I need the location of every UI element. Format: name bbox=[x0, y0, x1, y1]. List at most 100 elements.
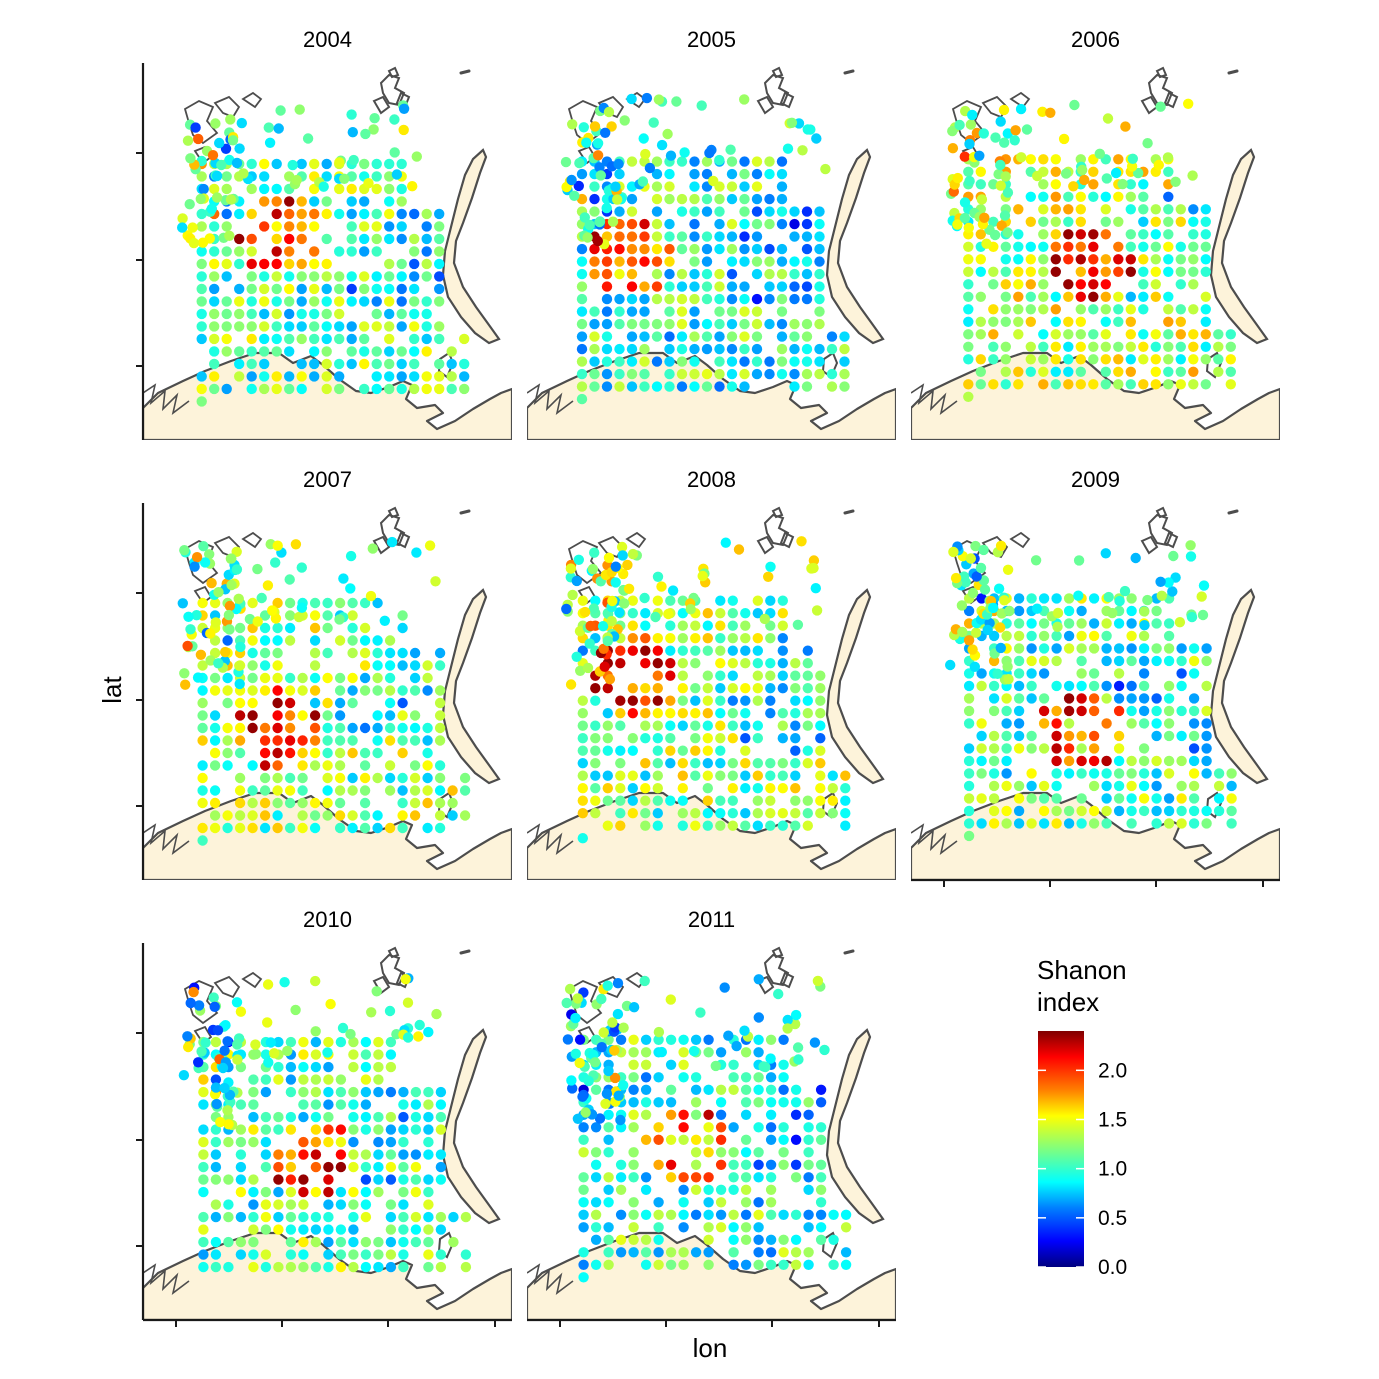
station-point bbox=[334, 747, 346, 759]
station-point bbox=[373, 1036, 384, 1048]
station-point bbox=[753, 1172, 764, 1183]
station-point bbox=[1213, 805, 1225, 817]
station-point bbox=[703, 1109, 714, 1120]
station-point bbox=[589, 181, 600, 192]
station-point bbox=[196, 258, 207, 270]
station-point bbox=[179, 668, 190, 679]
station-point bbox=[752, 683, 763, 694]
station-point bbox=[1113, 743, 1125, 754]
station-point bbox=[602, 795, 613, 806]
station-point bbox=[948, 546, 959, 558]
station-point bbox=[589, 381, 600, 392]
station-point bbox=[396, 308, 407, 320]
station-point bbox=[1051, 680, 1062, 692]
station-point bbox=[284, 271, 295, 282]
station-point bbox=[627, 695, 638, 706]
station-point bbox=[740, 720, 751, 731]
station-point bbox=[1163, 329, 1174, 340]
station-point bbox=[1113, 793, 1125, 804]
station-point bbox=[1058, 133, 1070, 145]
station-point bbox=[665, 670, 676, 681]
station-point bbox=[640, 795, 651, 806]
station-point bbox=[210, 1124, 222, 1135]
station-point bbox=[988, 780, 1000, 792]
station-point bbox=[789, 356, 800, 367]
station-point bbox=[1075, 154, 1086, 165]
station-point bbox=[231, 564, 243, 575]
station-point bbox=[460, 1211, 472, 1223]
station-point bbox=[385, 1249, 397, 1260]
station-point bbox=[602, 733, 613, 744]
station-point bbox=[434, 271, 445, 282]
station-point bbox=[801, 231, 813, 242]
station-point bbox=[177, 222, 188, 233]
station-point bbox=[590, 808, 601, 819]
station-point bbox=[1026, 818, 1037, 829]
station-point bbox=[1125, 379, 1136, 390]
station-point bbox=[248, 1111, 259, 1123]
station-point bbox=[626, 356, 638, 367]
station-point bbox=[975, 291, 986, 302]
station-point bbox=[309, 308, 320, 320]
station-point bbox=[615, 1159, 627, 1170]
station-point bbox=[413, 1031, 424, 1042]
station-point bbox=[1031, 603, 1043, 614]
station-point bbox=[615, 1034, 627, 1045]
station-point bbox=[975, 379, 986, 390]
station-point bbox=[421, 346, 432, 357]
station-point bbox=[196, 371, 207, 382]
station-point bbox=[627, 745, 638, 756]
station-point bbox=[209, 296, 220, 307]
station-point bbox=[576, 293, 588, 305]
station-point bbox=[273, 1124, 284, 1135]
station-point bbox=[790, 1172, 802, 1183]
station-point bbox=[284, 672, 296, 684]
station-point bbox=[628, 1159, 639, 1170]
station-point bbox=[334, 760, 346, 771]
station-point bbox=[777, 720, 788, 731]
station-point bbox=[726, 281, 738, 292]
station-point bbox=[690, 658, 701, 669]
station-point bbox=[1003, 674, 1014, 685]
station-point bbox=[689, 356, 700, 367]
station-point bbox=[421, 271, 432, 282]
station-point bbox=[210, 1199, 222, 1210]
station-point bbox=[1101, 818, 1112, 829]
station-point bbox=[1138, 191, 1149, 202]
station-point bbox=[776, 318, 788, 330]
station-point bbox=[275, 105, 286, 116]
station-point bbox=[828, 1234, 839, 1245]
station-point bbox=[614, 318, 625, 330]
station-point bbox=[1100, 366, 1111, 377]
station-point bbox=[359, 622, 371, 634]
station-point bbox=[187, 222, 198, 233]
station-point bbox=[335, 1224, 347, 1235]
station-point bbox=[1026, 743, 1037, 754]
station-point bbox=[1004, 605, 1015, 617]
station-point bbox=[576, 381, 588, 392]
station-point bbox=[814, 293, 825, 305]
station-point bbox=[1226, 818, 1237, 829]
station-point bbox=[777, 783, 788, 794]
station-point bbox=[322, 735, 333, 746]
station-point bbox=[1163, 630, 1175, 642]
station-point bbox=[577, 770, 588, 781]
station-point bbox=[725, 144, 736, 155]
station-point bbox=[1138, 743, 1150, 754]
station-point bbox=[1038, 341, 1049, 352]
station-point bbox=[348, 1236, 359, 1248]
station-point bbox=[626, 218, 638, 230]
station-point bbox=[607, 1017, 618, 1028]
station-point bbox=[740, 1109, 752, 1120]
station-point bbox=[702, 820, 713, 831]
station-point bbox=[434, 283, 445, 295]
station-point bbox=[1113, 341, 1124, 352]
station-point bbox=[603, 1259, 614, 1270]
station-point bbox=[1150, 266, 1161, 277]
novaya-zemlya-island bbox=[1209, 148, 1269, 345]
station-point bbox=[802, 795, 813, 806]
station-point bbox=[1138, 304, 1149, 315]
station-point bbox=[802, 745, 813, 756]
station-point bbox=[206, 203, 217, 214]
station-point bbox=[197, 237, 209, 248]
